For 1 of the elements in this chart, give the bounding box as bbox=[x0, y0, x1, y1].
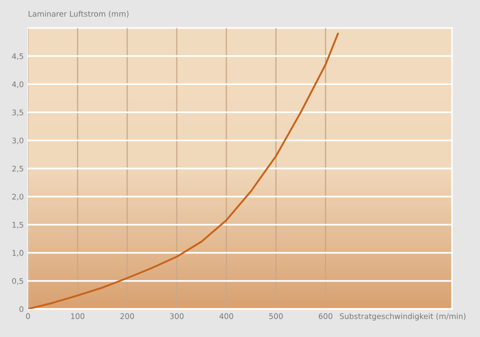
line-series bbox=[28, 32, 339, 309]
